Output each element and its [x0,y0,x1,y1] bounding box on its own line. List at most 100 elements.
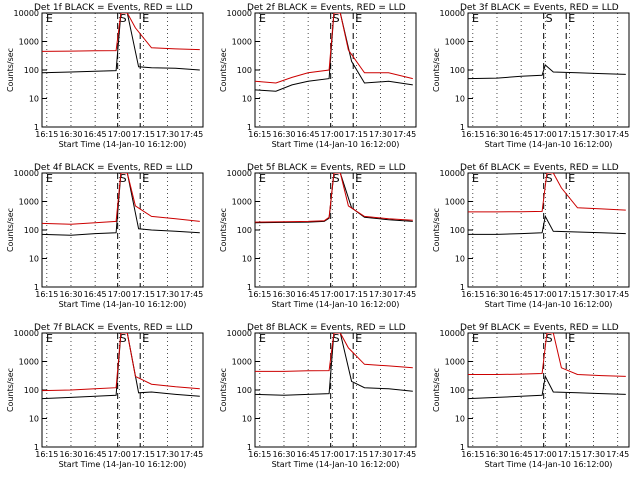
x-tick-label: 17:45 [393,130,416,139]
x-tick-label: 16:15 [248,290,271,299]
x-tick-label: 17:00 [108,290,131,299]
marker-label: E [355,172,362,185]
y-tick-label: 100 [237,226,252,235]
panel-title: Det 6f BLACK = Events, RED = LLD [460,163,619,173]
y-tick-label: 10000 [227,169,252,178]
x-tick-label: 17:15 [558,130,581,139]
y-tick-label: 10 [242,95,252,104]
plot-frame [254,332,417,448]
series-line-events [468,374,626,400]
x-tick-label: 17:15 [558,450,581,459]
x-axis-label: Start Time (14-Jan-10 16:12:00) [485,300,613,309]
marker-label: E [259,12,266,25]
y-tick-label: 100 [24,386,39,395]
x-tick-label: 17:45 [606,130,629,139]
series-line-events [42,173,200,236]
marker-label: E [355,12,362,25]
y-tick-label: 10000 [14,169,39,178]
x-tick-label: 17:00 [534,130,557,139]
x-tick-label: 17:00 [321,290,344,299]
marker-label: E [472,12,479,25]
x-tick-label: 16:30 [272,130,295,139]
y-tick-label: 1000 [445,358,465,367]
series-line-events [255,333,413,396]
y-tick-label: 1000 [445,198,465,207]
y-axis-label: Counts/sec [219,208,228,252]
y-tick-label: 1 [247,123,252,132]
marker-label: E [568,12,575,25]
series-line-lld [255,333,413,372]
marker-label: E [142,172,149,185]
x-tick-label: 16:45 [510,450,533,459]
x-tick-label: 16:30 [59,290,82,299]
y-axis-label: Counts/sec [432,368,441,412]
marker-label: E [355,332,362,345]
panel-title: Det 4f BLACK = Events, RED = LLD [34,163,193,173]
y-axis-label: Counts/sec [6,208,15,252]
marker-label: S [120,12,127,25]
x-tick-label: 16:45 [84,290,107,299]
x-tick-label: 17:45 [606,450,629,459]
series-line-lld [42,173,200,225]
x-tick-label: 16:30 [272,450,295,459]
x-tick-label: 17:00 [108,450,131,459]
x-tick-label: 17:30 [156,450,179,459]
x-tick-label: 17:30 [369,130,392,139]
y-tick-label: 10000 [227,329,252,338]
series-line-events [255,13,413,92]
marker-label: E [46,332,53,345]
marker-label: E [142,12,149,25]
y-tick-label: 10 [29,415,39,424]
x-tick-label: 16:45 [297,130,320,139]
y-tick-label: 10 [242,255,252,264]
y-tick-label: 100 [237,66,252,75]
marker-label: S [333,12,340,25]
x-tick-label: 16:45 [297,290,320,299]
y-axis-label: Counts/sec [219,48,228,92]
x-tick-label: 17:45 [393,450,416,459]
x-tick-label: 16:15 [461,290,484,299]
plot-frame [467,172,630,288]
y-tick-label: 1 [247,283,252,292]
y-tick-label: 100 [450,66,465,75]
x-tick-label: 16:45 [510,290,533,299]
y-tick-label: 10000 [227,9,252,18]
x-axis-label: Start Time (14-Jan-10 16:12:00) [272,140,400,149]
marker-label: E [46,172,53,185]
y-tick-label: 10 [29,255,39,264]
y-axis-label: Counts/sec [6,368,15,412]
marker-label: E [259,332,266,345]
y-tick-label: 10000 [14,329,39,338]
y-tick-label: 1 [247,443,252,452]
y-tick-label: 1 [460,283,465,292]
panel-title: Det 2f BLACK = Events, RED = LLD [247,3,406,13]
y-tick-label: 1000 [232,198,252,207]
y-tick-label: 100 [237,386,252,395]
series-line-lld [255,13,413,84]
x-tick-label: 17:15 [345,290,368,299]
y-tick-label: 100 [24,226,39,235]
y-tick-label: 10 [455,415,465,424]
marker-label: E [472,172,479,185]
y-tick-label: 1000 [445,38,465,47]
plot-frame [254,12,417,128]
x-tick-label: 16:45 [510,130,533,139]
x-tick-label: 16:30 [59,450,82,459]
series-line-lld [468,173,626,213]
y-tick-label: 10000 [14,9,39,18]
x-tick-label: 17:00 [321,450,344,459]
x-tick-label: 16:30 [485,450,508,459]
x-tick-label: 16:15 [35,450,58,459]
x-tick-label: 16:15 [461,450,484,459]
y-tick-label: 10 [455,95,465,104]
x-axis-label: Start Time (14-Jan-10 16:12:00) [485,140,613,149]
series-line-events [468,64,626,80]
y-tick-label: 1 [34,123,39,132]
panel-6: Det 6f BLACK = Events, RED = LLD 16:15 16:… [432,163,630,309]
